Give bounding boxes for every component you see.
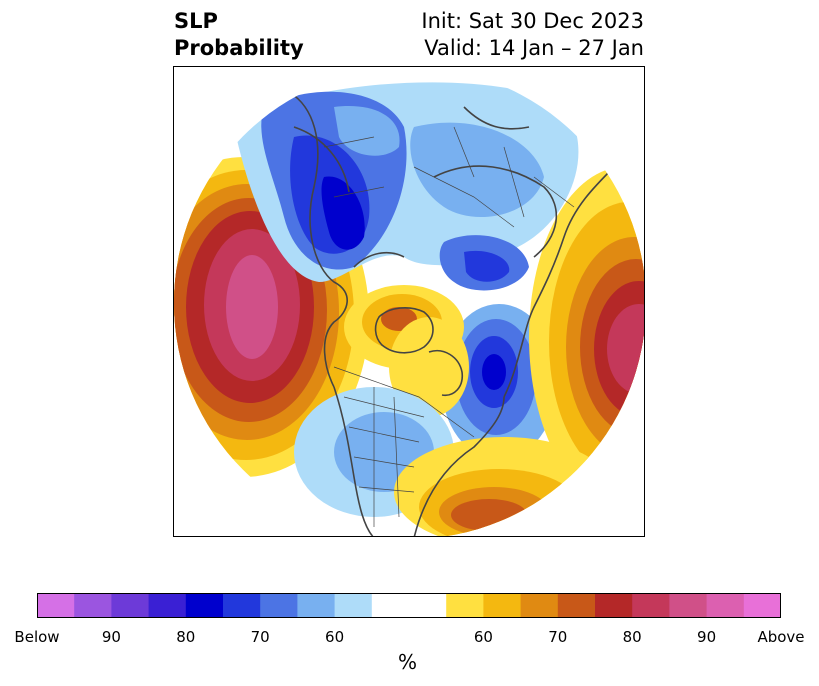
colorbar-tick-label: Above <box>757 628 805 646</box>
colorbar-swatch <box>557 593 596 618</box>
colorbar-unit-label: % <box>398 650 418 674</box>
colorbar-swatch <box>111 593 150 618</box>
probability-map <box>174 67 644 536</box>
colorbar-swatch <box>260 593 298 618</box>
colorbar-swatch <box>371 593 410 618</box>
country-borders <box>323 126 575 527</box>
atlantic-below-anomaly <box>441 304 557 460</box>
init-date: Init: Sat 30 Dec 2023 <box>421 9 644 33</box>
colorbar-tick-label: 90 <box>101 628 121 646</box>
colorbar-tick-label: Below <box>14 628 60 646</box>
colorbar-tick-label: 60 <box>473 628 493 646</box>
colorbar-swatch <box>743 593 781 618</box>
colorbar-swatch <box>148 593 187 618</box>
colorbar-swatch <box>632 593 670 618</box>
colorbar-outline <box>37 593 781 618</box>
colorbar-swatch <box>483 593 522 618</box>
colorbar-tick-label: 70 <box>250 628 270 646</box>
polar-above-anomaly <box>344 285 469 417</box>
colorbar-tick-label: 70 <box>548 628 568 646</box>
map-title-left: SLP Probability <box>174 8 304 62</box>
siberia-above-anomaly <box>529 167 644 507</box>
colorbar-swatch <box>706 593 745 618</box>
colorbar-swatch <box>185 593 224 618</box>
colorbar-swatch <box>520 593 559 618</box>
colorbar-tick-label: 60 <box>325 628 345 646</box>
colorbar <box>37 593 781 618</box>
colorbar-tick-label: 80 <box>176 628 196 646</box>
colorbar-swatch <box>409 593 447 618</box>
coastlines <box>288 91 615 536</box>
colorbar-swatch <box>669 593 708 618</box>
colorbar-swatch <box>334 593 373 618</box>
colorbar-swatch <box>223 593 261 618</box>
valid-range: Valid: 14 Jan – 27 Jan <box>424 36 644 60</box>
title-variable: SLP <box>174 9 218 33</box>
colorbar-swatch <box>74 593 112 618</box>
colorbar-swatch <box>297 593 336 618</box>
colorbar-swatch <box>595 593 633 618</box>
colorbar-tick-label: 80 <box>622 628 642 646</box>
arctic-below-anomaly <box>234 82 579 291</box>
map-panel <box>173 66 645 537</box>
map-title-right: Init: Sat 30 Dec 2023 Valid: 14 Jan – 27… <box>421 8 644 62</box>
colorbar-swatch <box>446 593 484 618</box>
title-product: Probability <box>174 36 304 60</box>
colorbar-tick-label: 90 <box>697 628 717 646</box>
colorbar-swatch <box>37 593 75 618</box>
